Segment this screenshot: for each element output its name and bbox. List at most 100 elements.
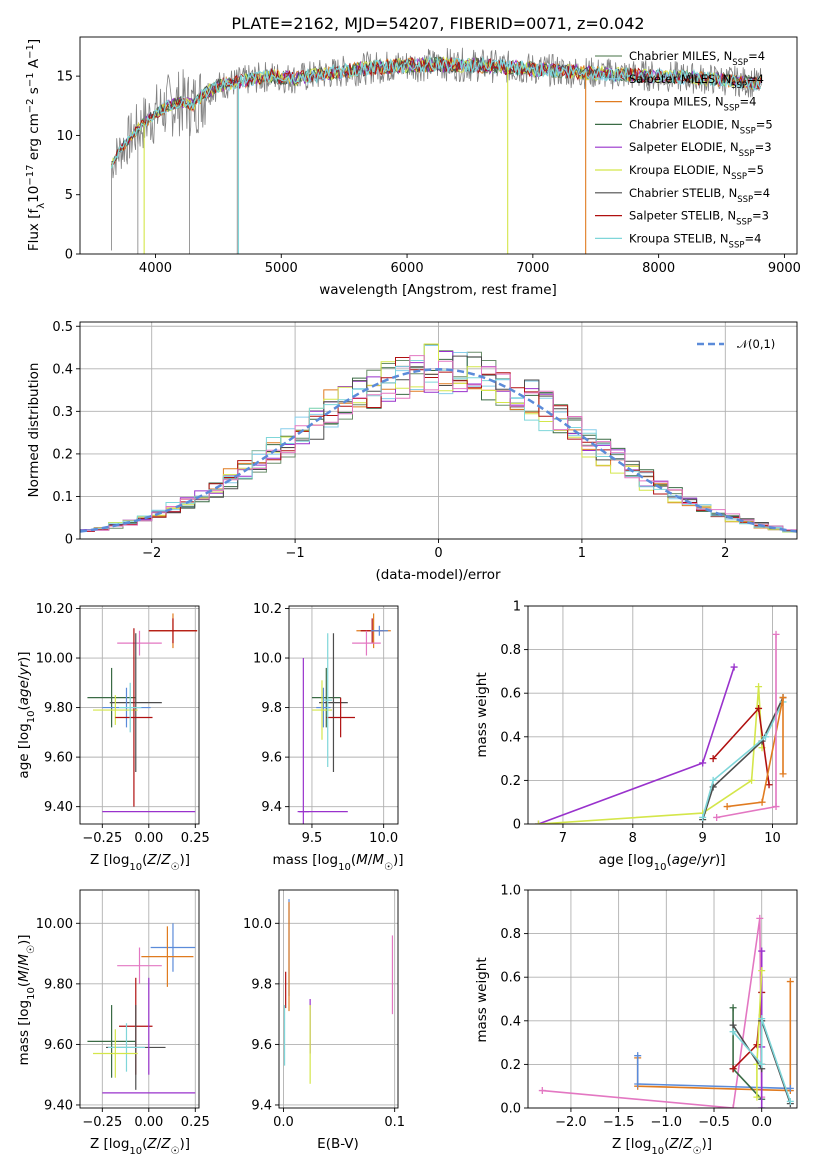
mass-weight-marker: [748, 776, 756, 784]
y-tick-label: 0: [65, 533, 73, 548]
error-bar-point: [117, 630, 162, 656]
error-bar-point: [323, 633, 333, 768]
x-tick-label: −0.5: [698, 1115, 730, 1130]
mass-weight-marker: [755, 683, 763, 691]
x-tick-label: 10.0: [369, 831, 398, 846]
mass-z-ylabel: mass [log10(M/M☉)]: [16, 934, 37, 1065]
mass-weight-line: [701, 697, 784, 820]
y-tick-label: 9.6: [251, 1038, 272, 1053]
mass-weight-marker: [772, 630, 780, 638]
y-tick-label: 0.1: [52, 490, 73, 505]
y-tick-label: 9.60: [44, 751, 73, 766]
age-vs-mass-panel: 9.5 10.0 9.4 9.6 9.8 10.0 10.2 mass [log10(M/M…: [253, 602, 403, 873]
error-bar-point: [326, 697, 355, 738]
y-tick-label: 0.6: [500, 971, 521, 986]
mass-vs-extinction-panel: 0.0 0.1 9.4 9.6 9.8 10.0 E(B-V): [243, 889, 405, 1152]
age-z-axes: [79, 605, 200, 825]
age-z-ylabel: age [log10(age/yr)]: [16, 651, 37, 778]
x-tick-label: 0.1: [384, 1115, 405, 1130]
mass-ebv-xlabel: E(B-V): [317, 1136, 359, 1152]
mass-weight-marker: [634, 1080, 642, 1088]
y-tick-label: 0.3: [52, 405, 73, 420]
residual-histogram-panel: −2 −1 0 1 2 0 0.1 0.2 0.3 0.4 0.5 𝒩(0,1) (data-mod…: [26, 320, 798, 583]
mass-weight-marker: [729, 1004, 737, 1012]
mass-weight-marker: [758, 967, 766, 975]
error-bar-point: [87, 667, 136, 728]
y-tick-label: 10.2: [253, 602, 282, 617]
y-tick-label: 0.8: [500, 643, 521, 658]
x-tick-label: 2: [721, 546, 729, 561]
y-tick-label: 10.00: [36, 917, 73, 932]
mass-weight-marker: [755, 704, 763, 712]
x-tick-label: 0.25: [181, 1115, 210, 1130]
mass-weight-marker: [772, 803, 780, 811]
x-tick-label: 4000: [139, 261, 172, 276]
mass-weight-series: [634, 1052, 794, 1092]
mass-weight-marker: [765, 781, 773, 789]
mass-weight-marker: [729, 1021, 737, 1029]
x-tick-label: 0.0: [273, 1115, 294, 1130]
mass-weight-marker: [729, 1104, 737, 1108]
mass-weight-line: [732, 1018, 792, 1102]
mass-weight-series: [699, 698, 787, 821]
x-tick-label: 10: [764, 831, 781, 846]
x-tick-label: −1: [286, 546, 305, 561]
x-tick-label: −1.5: [603, 1115, 635, 1130]
error-bar-point: [148, 618, 198, 644]
y-tick-label: 9.8: [251, 977, 272, 992]
normal-legend-label: 𝒩(0,1): [737, 337, 775, 351]
mass-weight-marker: [538, 1087, 546, 1095]
mass-weight-marker: [762, 733, 770, 741]
weight-z-xlabel: Z [log10(Z/Z☉)]: [612, 1136, 712, 1157]
y-tick-label: 0: [513, 818, 521, 833]
y-tick-label: 0.2: [500, 774, 521, 789]
mass-ebv-axes: [278, 889, 399, 1109]
x-tick-label: 0.00: [134, 1115, 163, 1130]
mass-weight-marker: [758, 1104, 766, 1108]
y-tick-label: 0.0: [500, 1102, 521, 1117]
y-tick-label: 0.5: [52, 320, 73, 335]
y-tick-label: 0.4: [52, 362, 73, 377]
y-tick-label: 9.40: [44, 800, 73, 815]
error-bar-point: [141, 926, 194, 987]
histogram-xlabel: (data-model)/error: [375, 567, 501, 583]
weight-age-axes: [527, 605, 798, 825]
mass-weight-marker: [709, 776, 717, 784]
age-mass-xlabel: mass [log10(M/M☉)]: [272, 852, 403, 873]
y-tick-label: 0.6: [500, 687, 521, 702]
mass-weight-marker: [779, 770, 787, 778]
model-spectrum-line: [110, 55, 762, 169]
x-tick-label: −0.25: [82, 831, 122, 846]
y-tick-label: 9.40: [44, 1098, 73, 1113]
mass-weight-marker: [709, 755, 717, 763]
histogram-legend: 𝒩(0,1): [697, 337, 775, 351]
y-tick-label: 0.4: [500, 1014, 521, 1029]
x-tick-label: −2.0: [555, 1115, 587, 1130]
age-z-xlabel: Z [log10(Z/Z☉)]: [90, 852, 190, 873]
y-tick-label: 0.4: [500, 730, 521, 745]
error-bar-point: [87, 1005, 136, 1078]
y-tick-label: 5: [65, 188, 73, 203]
y-tick-label: 0.2: [52, 447, 73, 462]
mass-weight-marker: [786, 1084, 794, 1092]
mass-weight-line: [701, 701, 784, 818]
y-tick-label: 10.0: [253, 652, 282, 667]
error-bar-point: [117, 947, 162, 984]
residual-histogram-step: [80, 355, 797, 532]
x-tick-label: −0.25: [82, 1115, 122, 1130]
mass-weight-marker: [779, 694, 787, 702]
mass-weight-vs-metallicity-panel: −2.0 −1.5 −1.0 −0.5 0.0 0.0 0.2 0.4 0.6 0.8 1.0 Z …: [474, 884, 798, 1157]
error-bar-point: [119, 682, 142, 733]
mass-weight-series: [709, 704, 773, 789]
error-bar-point: [109, 633, 162, 772]
x-tick-label: 0.00: [134, 831, 163, 846]
y-tick-label: 10.20: [36, 602, 73, 617]
mass-weight-line: [727, 697, 784, 808]
y-tick-label: 9.80: [44, 701, 73, 716]
y-tick-label: 10.0: [243, 917, 272, 932]
error-bar-point: [107, 1023, 146, 1072]
spectrum-axes: [79, 36, 798, 255]
